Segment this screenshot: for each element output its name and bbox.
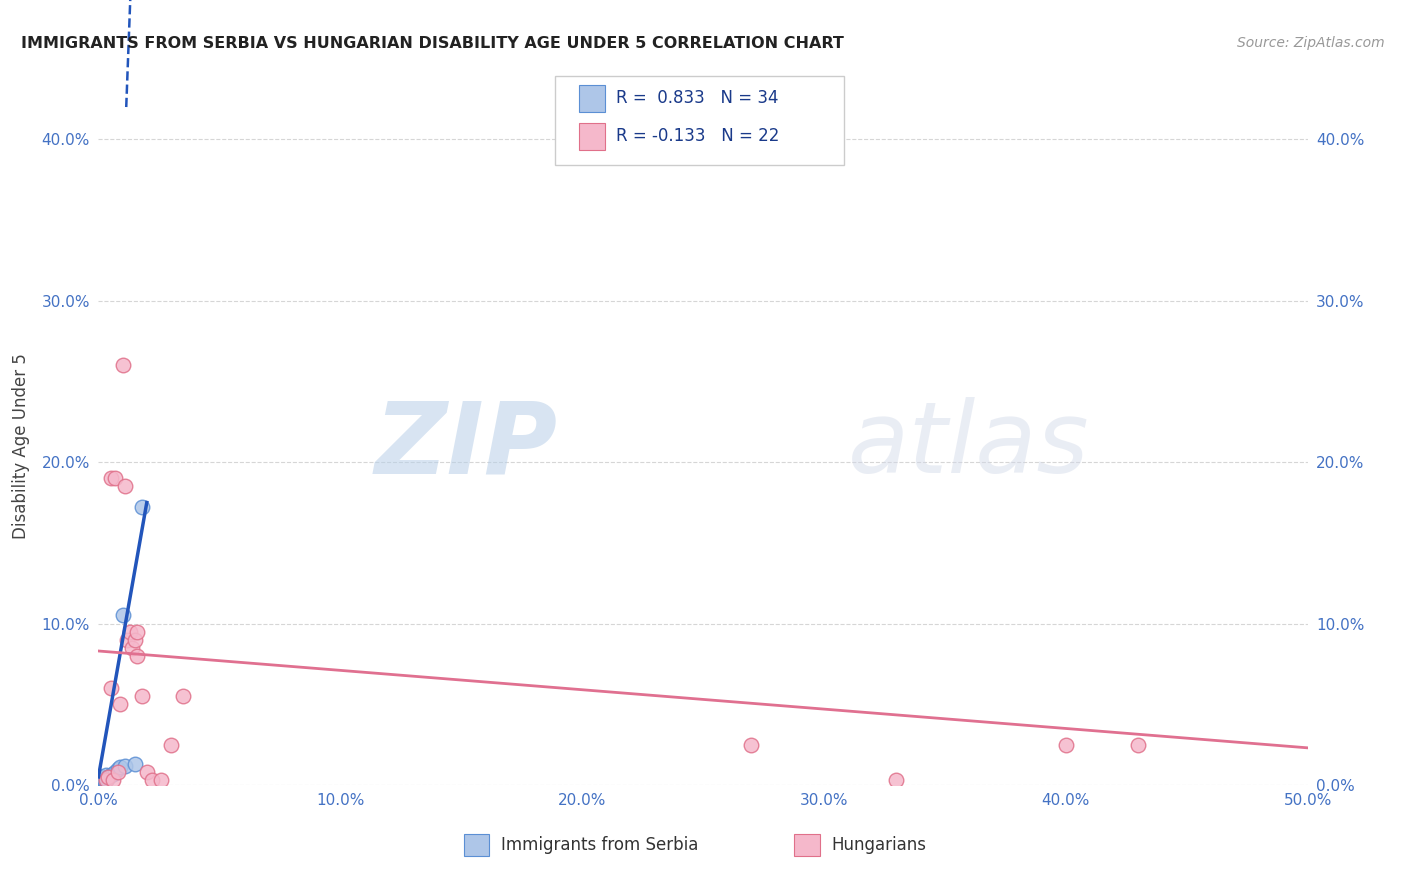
Point bbox=[93, 772, 115, 786]
Point bbox=[101, 766, 124, 780]
Point bbox=[107, 765, 129, 780]
Point bbox=[131, 689, 153, 703]
Point bbox=[118, 624, 141, 639]
Point bbox=[740, 738, 762, 752]
Point bbox=[104, 765, 127, 780]
Point bbox=[90, 773, 112, 788]
Point bbox=[114, 479, 136, 493]
Point bbox=[172, 689, 194, 703]
Point bbox=[121, 640, 143, 655]
Point bbox=[93, 773, 115, 788]
Point bbox=[89, 774, 111, 789]
Point bbox=[141, 773, 163, 788]
Point bbox=[90, 774, 112, 789]
Point bbox=[107, 762, 129, 776]
Point bbox=[135, 765, 157, 780]
Point bbox=[150, 773, 173, 788]
Point bbox=[111, 359, 134, 373]
Point bbox=[1128, 738, 1150, 752]
Point bbox=[100, 768, 122, 782]
Text: Hungarians: Hungarians bbox=[831, 836, 927, 855]
Point bbox=[94, 768, 117, 782]
Point bbox=[127, 648, 149, 663]
Point bbox=[91, 770, 114, 784]
Point bbox=[101, 773, 124, 788]
Point bbox=[91, 773, 114, 788]
Point bbox=[91, 773, 114, 788]
Point bbox=[89, 774, 111, 789]
Text: R = -0.133   N = 22: R = -0.133 N = 22 bbox=[616, 128, 779, 145]
Y-axis label: Disability Age Under 5: Disability Age Under 5 bbox=[13, 353, 31, 539]
Point bbox=[94, 772, 117, 786]
Point bbox=[127, 624, 149, 639]
Point bbox=[100, 681, 122, 695]
Text: Immigrants from Serbia: Immigrants from Serbia bbox=[501, 836, 697, 855]
Point bbox=[114, 758, 136, 772]
Point bbox=[90, 770, 112, 784]
Point bbox=[124, 632, 146, 647]
Point bbox=[886, 773, 908, 788]
Point bbox=[108, 698, 131, 712]
Point bbox=[97, 770, 120, 784]
Text: ZIP: ZIP bbox=[375, 398, 558, 494]
Point bbox=[93, 772, 115, 786]
Point bbox=[131, 500, 153, 515]
Point bbox=[90, 772, 112, 786]
Point bbox=[91, 770, 114, 784]
Point bbox=[91, 773, 114, 788]
Point bbox=[124, 756, 146, 771]
Text: Source: ZipAtlas.com: Source: ZipAtlas.com bbox=[1237, 36, 1385, 50]
Point bbox=[90, 774, 112, 789]
Point bbox=[94, 773, 117, 788]
Point bbox=[111, 608, 134, 623]
Point bbox=[100, 471, 122, 485]
Point bbox=[91, 772, 114, 786]
Point bbox=[160, 738, 183, 752]
Point bbox=[97, 770, 120, 784]
Text: IMMIGRANTS FROM SERBIA VS HUNGARIAN DISABILITY AGE UNDER 5 CORRELATION CHART: IMMIGRANTS FROM SERBIA VS HUNGARIAN DISA… bbox=[21, 36, 844, 51]
Point bbox=[117, 632, 139, 647]
Point bbox=[104, 471, 127, 485]
Point bbox=[90, 772, 112, 786]
Point bbox=[91, 772, 114, 786]
Point bbox=[91, 773, 114, 788]
Point bbox=[1054, 738, 1077, 752]
Text: atlas: atlas bbox=[848, 398, 1090, 494]
Point bbox=[108, 760, 131, 774]
Text: R =  0.833   N = 34: R = 0.833 N = 34 bbox=[616, 89, 779, 107]
Point bbox=[89, 773, 111, 788]
Point bbox=[90, 773, 112, 788]
Point bbox=[96, 772, 118, 786]
